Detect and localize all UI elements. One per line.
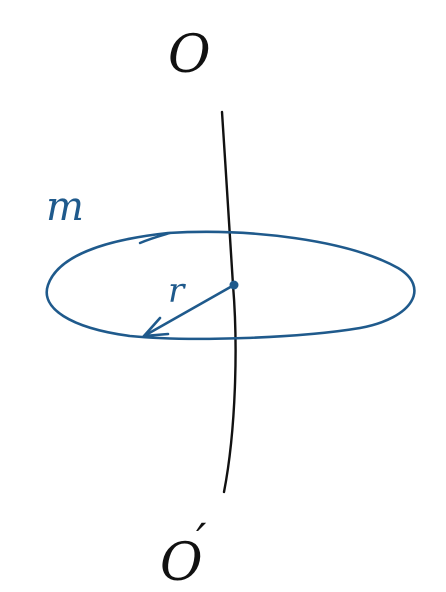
axis-label-bottom: O xyxy=(160,533,203,592)
rotation-axis xyxy=(220,110,237,494)
radius-arrowhead xyxy=(142,316,170,338)
ring xyxy=(45,230,416,341)
ring-stroke-tail xyxy=(138,231,172,245)
mass-label: m xyxy=(46,184,84,230)
axis-label-top: O xyxy=(168,25,211,85)
axis-label-bottom-prime: ′ xyxy=(196,513,207,567)
radius-label: r xyxy=(168,271,186,311)
radius-vector xyxy=(142,283,236,338)
